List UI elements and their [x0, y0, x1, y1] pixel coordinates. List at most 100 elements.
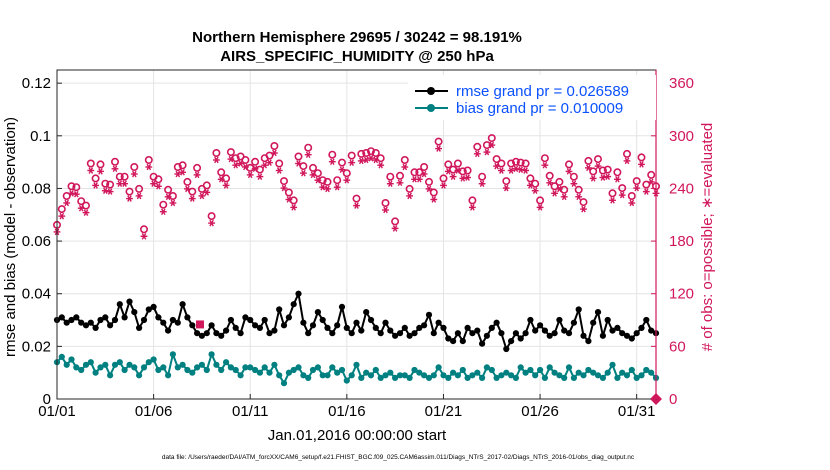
obs-evaluated-marker — [146, 163, 152, 171]
obs-possible-marker — [444, 160, 453, 169]
obs-evaluated-marker — [629, 199, 635, 207]
obs-point — [91, 174, 100, 189]
series-layer — [52, 134, 662, 405]
data-point — [107, 372, 114, 379]
data-point — [92, 369, 99, 376]
y-tick-label: 0.08 — [22, 180, 51, 197]
obs-evaluated-marker — [93, 182, 98, 189]
obs-evaluated-marker — [508, 167, 514, 174]
obs-evaluated-marker — [320, 183, 326, 191]
obs-point — [193, 163, 202, 179]
obs-point — [434, 137, 443, 152]
obs-evaluated-marker — [634, 184, 640, 192]
obs-point — [564, 160, 573, 175]
data-point — [406, 374, 413, 381]
obs-point — [231, 154, 240, 169]
x-tick-label: 01/26 — [521, 403, 559, 420]
data-point — [295, 290, 302, 297]
x-tick-label: 01/21 — [425, 403, 463, 420]
data-point — [628, 366, 635, 374]
data-point — [503, 345, 510, 353]
obs-possible-marker — [226, 148, 235, 157]
data-point — [68, 316, 75, 324]
obs-possible-marker — [159, 200, 168, 209]
obs-evaluated-marker — [185, 185, 190, 193]
data-point — [377, 374, 384, 381]
obs-possible-marker — [212, 149, 221, 158]
obs-possible-marker — [366, 147, 375, 156]
data-point — [252, 366, 259, 374]
obs-point — [618, 184, 627, 199]
obs-point — [463, 166, 472, 181]
obs-possible-marker — [622, 149, 631, 158]
obs-possible-marker — [164, 185, 173, 194]
data-point — [483, 364, 490, 371]
data-point — [348, 330, 355, 337]
data-point — [131, 364, 138, 371]
obs-possible-marker — [618, 184, 627, 193]
data-point — [580, 332, 587, 339]
x-axis-label: Jan.01,2016 00:00:00 start — [268, 427, 447, 444]
obs-evaluated-marker — [547, 179, 553, 187]
obs-evaluated-marker — [223, 182, 229, 189]
data-point — [82, 322, 90, 329]
y2-tick-label: 300 — [669, 128, 694, 145]
obs-point — [260, 154, 269, 169]
obs-evaluated-marker — [610, 197, 615, 204]
obs-point — [130, 163, 139, 178]
obs-evaluated-marker — [455, 167, 461, 174]
obs-possible-marker — [207, 212, 216, 221]
plot-area — [57, 70, 656, 399]
y2-tick-label: 360 — [669, 75, 694, 92]
obs-possible-marker — [569, 172, 578, 181]
data-point — [590, 369, 597, 376]
obs-evaluated-marker — [180, 168, 185, 176]
data-point — [469, 372, 476, 379]
y2-tick-label: 120 — [669, 286, 694, 303]
obs-point — [222, 174, 231, 189]
data-point — [78, 366, 85, 374]
obs-possible-marker — [304, 143, 313, 152]
obs-point — [255, 165, 264, 180]
series-1 — [53, 350, 660, 387]
obs-point — [168, 192, 177, 207]
data-point — [179, 361, 186, 368]
obs-point — [647, 170, 656, 186]
obs-evaluated-marker — [378, 161, 384, 169]
data-point — [493, 374, 500, 381]
data-point — [237, 330, 244, 337]
data-point — [421, 372, 428, 379]
data-point — [329, 330, 336, 337]
y-axis-label: rmse and bias (model - observation) — [2, 117, 19, 357]
data-point — [353, 319, 360, 326]
obs-point — [593, 155, 602, 170]
obs-possible-marker — [57, 205, 66, 214]
data-point — [396, 372, 404, 379]
obs-possible-marker — [106, 180, 115, 189]
data-point — [223, 327, 230, 334]
data-point — [541, 374, 549, 381]
obs-evaluated-marker — [344, 176, 350, 184]
obs-possible-marker — [420, 163, 429, 172]
data-point — [343, 324, 350, 331]
data-point — [261, 316, 268, 324]
obs-evaluated-marker — [204, 189, 210, 196]
x-tick-label: 01/01 — [38, 403, 76, 420]
obs-point — [603, 165, 612, 180]
obs-possible-marker — [371, 149, 380, 158]
obs-possible-marker — [140, 225, 149, 234]
data-point — [145, 306, 152, 313]
data-point — [198, 332, 205, 339]
obs-possible-marker — [497, 159, 506, 168]
data-point — [261, 364, 268, 371]
obs-possible-marker — [400, 156, 409, 165]
obs-evaluated-marker — [441, 182, 446, 189]
data-point — [232, 324, 239, 331]
obs-point — [299, 162, 308, 177]
obs-point — [458, 167, 467, 182]
data-point — [367, 372, 375, 379]
data-point — [445, 335, 452, 342]
data-point — [643, 366, 650, 374]
obs-possible-marker — [516, 158, 525, 167]
